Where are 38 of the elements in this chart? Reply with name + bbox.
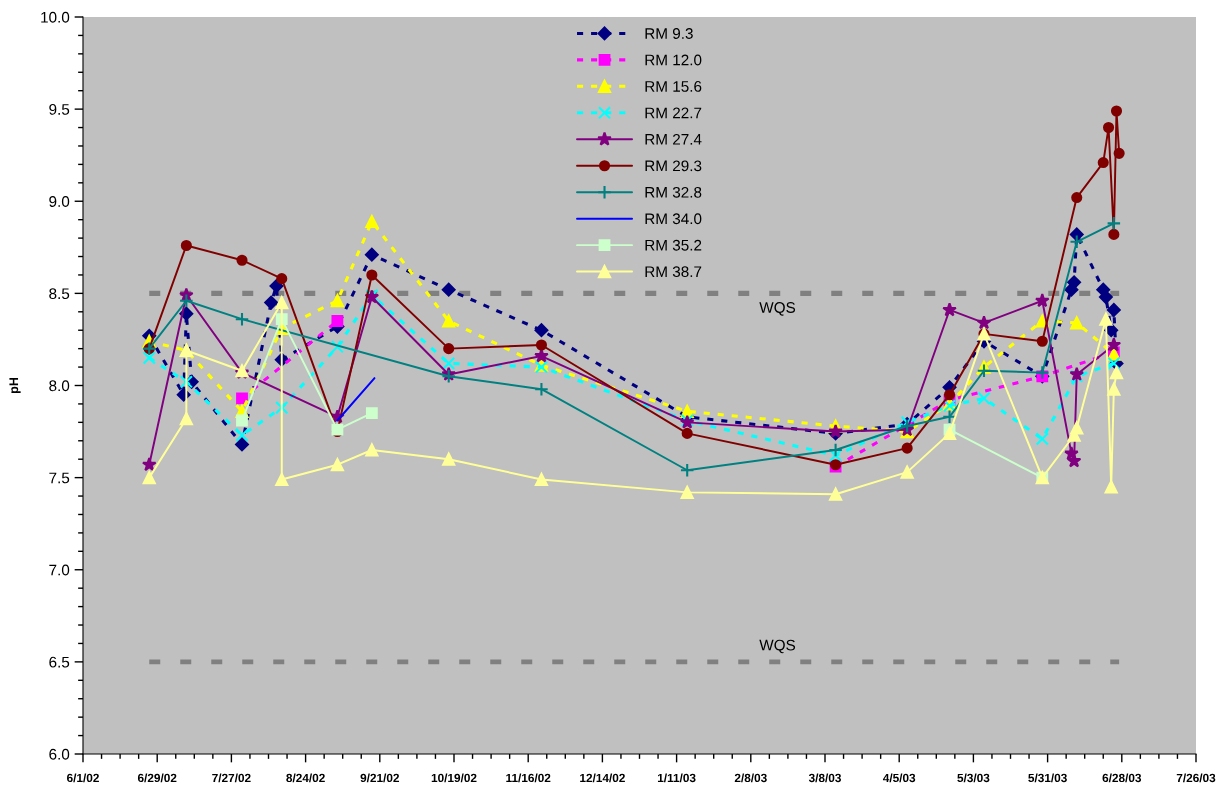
y-axis-title: pH [9, 378, 21, 394]
x-tick-label: 10/19/02 [431, 773, 477, 783]
legend-label: RM 27.4 [645, 133, 702, 145]
y-tick-label: 8.0 [49, 380, 70, 392]
x-tick-label: 2/8/03 [734, 773, 767, 783]
legend-label: RM 29.3 [645, 160, 702, 172]
x-tick-label: 6/1/02 [67, 773, 99, 783]
legend-label: RM 34.0 [645, 213, 702, 225]
x-tick-label: 6/29/02 [137, 773, 177, 783]
y-tick-label: 9.0 [49, 196, 70, 207]
legend-label: RM 35.2 [645, 239, 702, 251]
y-tick-label: 7.5 [49, 472, 70, 484]
ref-line-label: WQS [759, 639, 796, 654]
legend-label: RM 12.0 [645, 54, 702, 66]
y-tick-label: 6.0 [49, 748, 70, 760]
y-tick-label: 9.5 [49, 103, 70, 115]
x-tick-label: 6/28/03 [1102, 773, 1142, 783]
legend-label: RM 38.7 [645, 266, 702, 278]
x-tick-label: 11/16/02 [506, 773, 551, 783]
x-tick-label: 9/21/02 [360, 773, 400, 783]
ref-line-label: WQS [759, 302, 796, 316]
x-tick-label: 1/11/03 [657, 773, 696, 783]
x-tick-label: 4/5/03 [882, 773, 916, 783]
y-tick-label: 8.5 [49, 288, 70, 300]
x-tick-label: 7/26/03 [1176, 773, 1216, 783]
x-tick-label: 12/14/02 [580, 773, 625, 783]
y-tick-label: 6.5 [49, 656, 70, 668]
x-tick-label: 5/31/03 [1028, 773, 1067, 783]
y-tick-label: 7.0 [49, 564, 70, 576]
legend-label: RM 15.6 [645, 81, 702, 92]
legend-label: RM 9.3 [645, 28, 693, 39]
x-tick-label: 8/24/02 [286, 773, 325, 783]
legend-label: RM 32.8 [645, 186, 702, 198]
y-tick-label: 10.0 [41, 11, 70, 23]
x-tick-label: 3/8/03 [808, 773, 841, 783]
x-tick-label: 5/3/03 [957, 773, 990, 783]
legend-label: RM 22.7 [645, 107, 702, 119]
x-tick-label: 7/27/02 [212, 773, 251, 783]
